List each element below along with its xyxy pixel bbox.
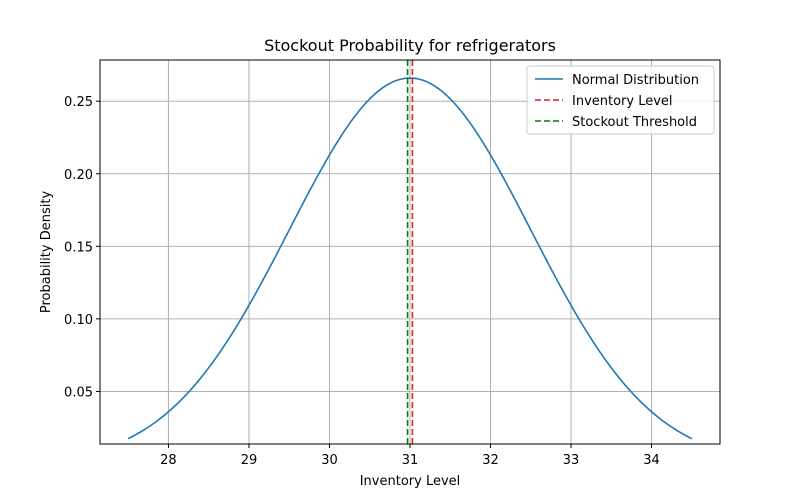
y-tick-label: 0.05	[64, 385, 93, 400]
axis-ticks: 28 29 30 31 32 33 34 0.05 0.10 0.15 0.20 0.25	[64, 95, 660, 468]
plot-data	[127, 60, 693, 444]
chart-title: Stockout Probability for refrigerators	[264, 36, 556, 55]
legend-label: Stockout Threshold	[572, 115, 697, 130]
x-tick-label: 29	[241, 453, 258, 468]
legend-box	[526, 65, 715, 135]
x-tick-label: 34	[643, 453, 660, 468]
y-tick-label: 0.20	[64, 168, 93, 183]
y-tick-label: 0.10	[64, 313, 93, 328]
x-tick-label: 32	[482, 453, 499, 468]
legend-label: Normal Distribution	[572, 73, 699, 88]
x-tick-label: 33	[563, 453, 580, 468]
legend: Normal Distribution Inventory Level Stocko…	[526, 65, 715, 135]
x-tick-label: 30	[321, 453, 338, 468]
legend-label: Inventory Level	[572, 94, 673, 109]
x-tick-label: 28	[160, 453, 177, 468]
y-axis-label: Probability Density	[39, 191, 54, 314]
x-axis-label: Inventory Level	[360, 474, 461, 489]
x-tick-label: 31	[402, 453, 419, 468]
y-tick-label: 0.25	[64, 95, 93, 110]
y-tick-label: 0.15	[64, 240, 93, 255]
normal-distribution-curve	[127, 77, 693, 440]
